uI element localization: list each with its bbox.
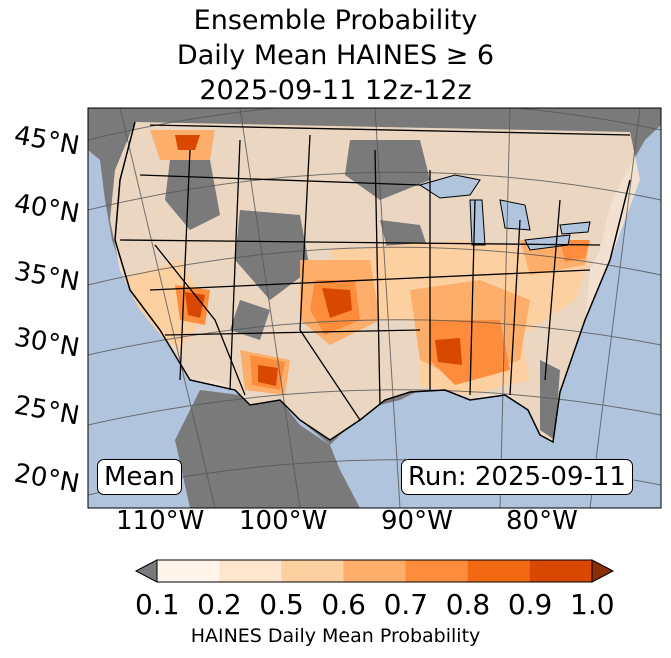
colorbar-tick-label: 0.6 (321, 588, 366, 621)
title-line-1: Ensemble Probability (193, 5, 478, 36)
colorbar-tick-label: 0.9 (507, 588, 553, 621)
coastline (114, 121, 631, 444)
colorbar-tick-label: 0.7 (383, 588, 429, 621)
colorbar-tick-label: 0.1 (135, 588, 180, 621)
colorbar-tick-label: 0.8 (445, 588, 491, 621)
colorbar-cell (157, 560, 220, 582)
colorbar-cell (343, 560, 407, 582)
lon-label-80: 80°W (506, 506, 578, 536)
title-line-3: 2025-09-11 12z-12z (199, 75, 472, 106)
colorbar-cell (281, 560, 344, 582)
colorbar-cell (467, 560, 531, 582)
colorbar-tick-label: 0.5 (259, 588, 304, 621)
colorbar-cell (529, 560, 593, 582)
colorbar-tick-label: 1.0 (570, 588, 615, 621)
colorbar-tick-label: 0.2 (197, 588, 242, 621)
state-borders (119, 124, 631, 421)
graticule (88, 108, 661, 508)
colorbar-over-arrow (591, 559, 615, 583)
colorbar-label: HAINES Daily Mean Probability (190, 625, 481, 647)
title-line-2: Daily Mean HAINES ≥ 6 (176, 40, 495, 71)
lon-label-90: 90°W (381, 506, 453, 536)
lon-label-100: 100°W (239, 506, 328, 536)
map-frame (87, 107, 662, 509)
mean-label-box: Mean (97, 459, 182, 495)
colorbar (134, 559, 615, 583)
run-date-box: Run: 2025-09-11 (401, 459, 633, 495)
colorbar-cell (405, 560, 469, 582)
mexico-land (175, 390, 360, 508)
colorbar-cell (219, 560, 282, 582)
lon-label-110: 110°W (116, 506, 205, 536)
colorbar-under-arrow (134, 559, 158, 583)
